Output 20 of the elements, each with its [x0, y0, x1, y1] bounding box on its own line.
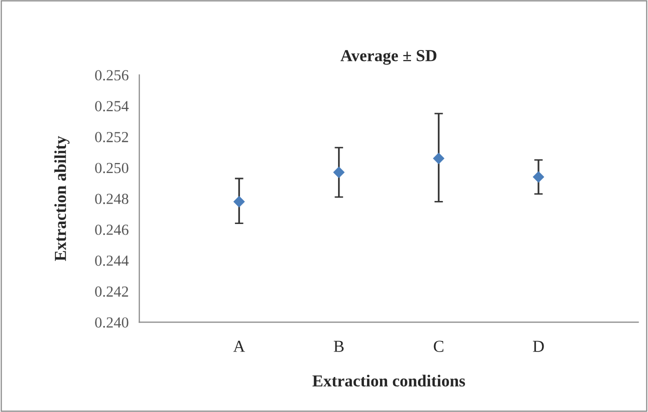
- point: [333, 166, 345, 178]
- y-tick-label: 0.244: [95, 256, 129, 266]
- x-tick-label: A: [233, 340, 246, 352]
- y-axis-title: Extraction ability: [54, 136, 70, 262]
- y-tick-label: 0.246: [95, 224, 128, 235]
- point: [433, 152, 444, 164]
- x-tick-label: D: [532, 340, 544, 352]
- x-tick-label: B: [334, 340, 344, 352]
- chart-title: Average ± SD: [340, 50, 436, 65]
- y-tick-label: 0.256: [95, 70, 128, 80]
- y-tick-label: 0.252: [95, 132, 128, 142]
- y-tick-label: 0.250: [95, 162, 128, 174]
- y-tick-label: 0.248: [95, 194, 128, 204]
- y-tick-label: 0.240: [95, 317, 128, 328]
- y-tick-label: 0.242: [95, 286, 128, 297]
- point: [233, 196, 245, 208]
- x-tick-label: C: [434, 340, 444, 352]
- x-axis-title: Extraction conditions: [312, 374, 466, 387]
- y-tick-label: 0.254: [95, 101, 129, 112]
- point: [532, 171, 544, 183]
